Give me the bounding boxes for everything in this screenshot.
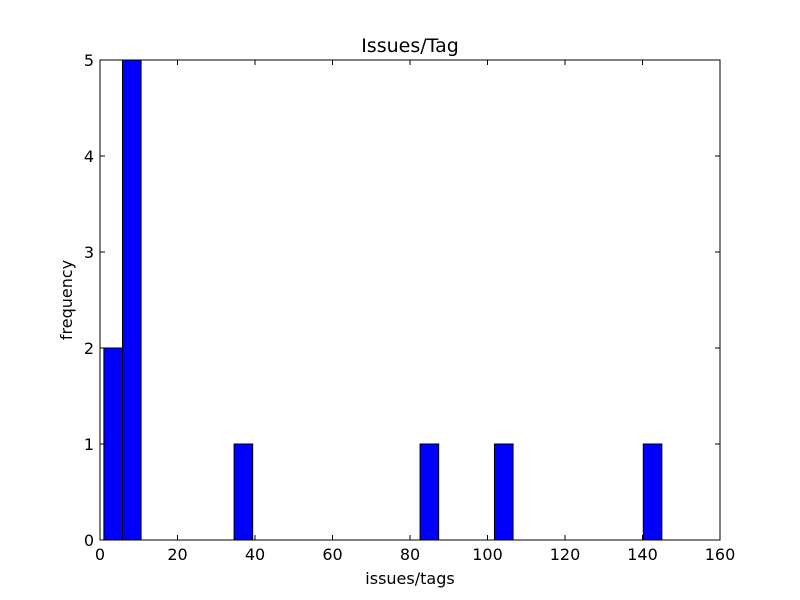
- histogram-bar-0: [103, 347, 123, 541]
- y-tick-label-4: 4: [84, 147, 94, 166]
- histogram-bar-5: [642, 443, 663, 541]
- ticks-group: 0 20 40 60 80 100 120 140 160 0 1 2 3 4 5: [84, 51, 735, 564]
- x-tick-label-8: 160: [705, 545, 736, 564]
- y-tick-label-2: 2: [84, 339, 94, 358]
- y-tick-label-5: 5: [84, 51, 94, 70]
- bars-group: [103, 59, 663, 541]
- histogram-bar-4: [493, 443, 514, 541]
- x-tick-label-7: 140: [627, 545, 658, 564]
- histogram-bar-2: [233, 443, 254, 541]
- x-tick-label-1: 20: [167, 545, 187, 564]
- plot-frame: [99, 59, 721, 541]
- y-tick-label-1: 1: [84, 435, 94, 454]
- histogram-bar-3: [419, 443, 440, 541]
- y-axis-label: frequency: [57, 260, 76, 340]
- x-tick-label-5: 100: [472, 545, 503, 564]
- chart-title: Issues/Tag: [361, 35, 459, 57]
- y-tick-label-0: 0: [84, 531, 94, 550]
- histogram-bar-1: [121, 59, 142, 541]
- x-tick-label-0: 0: [95, 545, 105, 564]
- x-tick-label-3: 60: [322, 545, 342, 564]
- x-axis-label: issues/tags: [365, 569, 454, 588]
- x-tick-label-4: 80: [400, 545, 420, 564]
- x-tick-label-2: 40: [245, 545, 265, 564]
- y-tick-label-3: 3: [84, 243, 94, 262]
- x-tick-label-6: 120: [550, 545, 581, 564]
